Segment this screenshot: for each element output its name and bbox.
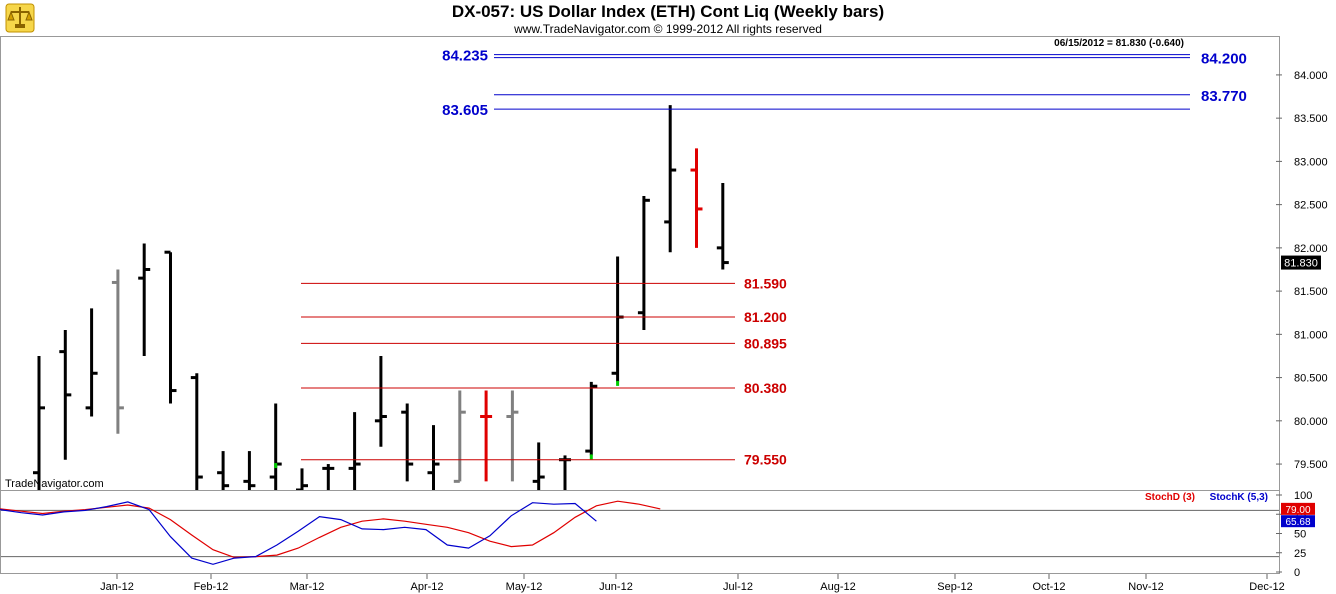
stochk-value-box — [1281, 515, 1315, 528]
price-axis-label: 83.500 — [1294, 113, 1328, 125]
price-bar — [111, 269, 124, 434]
price-bar — [427, 425, 440, 490]
price-bar — [296, 468, 308, 490]
resistance-label: 83.605 — [442, 102, 488, 119]
chart-title: DX-057: US Dollar Index (ETH) Cont Liq (… — [451, 2, 885, 21]
price-bar — [559, 455, 571, 490]
price-axis-label: 81.000 — [1294, 329, 1328, 341]
price-bar — [637, 195, 650, 331]
stoch-axis-label: 0 — [1294, 567, 1300, 579]
price-bar — [506, 390, 519, 482]
support-label: 80.895 — [744, 335, 787, 351]
time-axis-label: May-12 — [506, 581, 543, 593]
price-bar — [269, 403, 282, 490]
stoch-axis-label: 100 — [1294, 490, 1312, 502]
price-axis-label: 81.500 — [1294, 286, 1328, 298]
watermark-text: TradeNavigator.com — [5, 478, 104, 490]
price-bar — [585, 381, 598, 456]
price-bar — [138, 243, 151, 356]
support-label: 81.590 — [744, 275, 787, 291]
resistance-label: 84.200 — [1201, 51, 1247, 68]
time-axis-label: Jul-12 — [723, 581, 753, 593]
stochk-legend: StochK (5,3) — [1210, 492, 1268, 503]
time-axis-label: Oct-12 — [1032, 581, 1065, 593]
time-axis-label: Sep-12 — [937, 581, 972, 593]
time-axis-label: Apr-12 — [410, 581, 443, 593]
price-bar — [690, 148, 703, 248]
last-bar-info: 06/15/2012 = 81.830 (-0.640) — [1054, 38, 1184, 49]
stochk-line — [0, 501, 597, 565]
stoch-axis-label: 50 — [1294, 529, 1306, 541]
last-price-box — [1281, 255, 1321, 270]
price-bar — [532, 442, 545, 490]
price-bar — [164, 250, 177, 404]
resistance-label: 84.235 — [442, 48, 488, 65]
price-axis-label: 80.000 — [1294, 416, 1328, 428]
time-axis-label: Jun-12 — [599, 581, 633, 593]
price-bar — [217, 451, 230, 490]
stochk-value-label: 65.68 — [1285, 517, 1310, 528]
price-bar — [664, 105, 677, 253]
support-label: 79.550 — [744, 452, 787, 468]
last-price-label: 81.830 — [1284, 258, 1318, 270]
price-bar — [348, 412, 361, 490]
time-axis-label: Mar-12 — [290, 581, 325, 593]
price-axis-label: 80.500 — [1294, 373, 1328, 385]
signal-marker — [589, 454, 593, 460]
stochd-value-box — [1281, 502, 1315, 515]
time-axis-label: Feb-12 — [194, 581, 229, 593]
price-bar — [190, 373, 203, 490]
price-axis-label: 79.500 — [1294, 459, 1328, 471]
price-bar — [322, 464, 335, 490]
price-bar — [480, 390, 493, 482]
price-bar — [716, 183, 729, 270]
stochastic-panel-frame — [0, 490, 1280, 574]
price-axis-label: 84.000 — [1294, 70, 1328, 82]
price-axis-label: 82.500 — [1294, 200, 1328, 212]
resistance-label: 83.770 — [1201, 88, 1247, 105]
price-bar — [33, 355, 45, 490]
support-label: 81.200 — [744, 309, 787, 325]
time-axis-label: Dec-12 — [1249, 581, 1284, 593]
copyright-subtitle: www.TradeNavigator.com © 1999-2012 All r… — [514, 22, 822, 36]
stoch-axis-label: 25 — [1294, 548, 1306, 560]
support-label: 80.380 — [744, 380, 787, 396]
price-panel-frame — [0, 36, 1280, 491]
signal-marker — [274, 463, 278, 469]
price-axis-label: 83.000 — [1294, 156, 1328, 168]
price-bar — [85, 308, 98, 417]
time-axis-label: Jan-12 — [100, 581, 134, 593]
price-bar — [611, 256, 624, 382]
time-axis-label: Nov-12 — [1128, 581, 1163, 593]
price-axis-label: 82.000 — [1294, 243, 1328, 255]
stochd-legend: StochD (3) — [1145, 492, 1195, 503]
price-bar — [401, 403, 414, 482]
price-bar — [243, 451, 256, 490]
signal-marker — [616, 380, 620, 386]
price-bar — [59, 330, 72, 460]
tradenavigator-logo-icon — [5, 3, 35, 33]
price-bar — [374, 355, 387, 447]
stochd-line — [0, 500, 661, 559]
price-bar — [453, 390, 466, 483]
time-axis-label: Aug-12 — [820, 581, 855, 593]
stochd-value-label: 79.00 — [1285, 505, 1310, 516]
